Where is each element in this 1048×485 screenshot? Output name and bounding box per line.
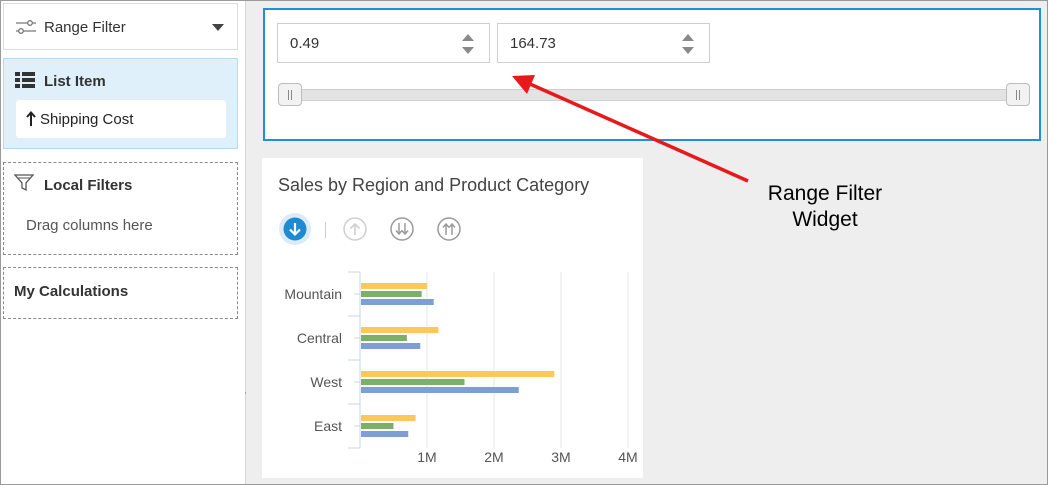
x-tick-label: 1M xyxy=(417,449,436,465)
sort-ascending-icon xyxy=(343,217,367,241)
annotation-label: Range Filter Widget xyxy=(750,181,900,233)
bar xyxy=(361,343,421,349)
category-label: Mountain xyxy=(284,286,342,302)
sort-double-up-button[interactable] xyxy=(433,213,465,245)
sort-double-down-icon xyxy=(390,217,414,241)
bar xyxy=(361,415,416,421)
range-slider-max-handle[interactable] xyxy=(1006,83,1030,106)
x-tick-label: 4M xyxy=(618,449,637,465)
chart-title: Sales by Region and Product Category xyxy=(278,175,590,195)
sort-double-up-icon xyxy=(437,217,461,241)
list-item-section: List Item Shipping Cost xyxy=(3,58,238,149)
local-filters-dropzone[interactable]: Local Filters Drag columns here xyxy=(3,162,238,255)
sliders-icon xyxy=(16,20,36,34)
range-slider-min-handle[interactable] xyxy=(278,83,302,106)
bar xyxy=(361,283,427,289)
sort-ascending-button[interactable] xyxy=(339,213,371,245)
bar xyxy=(361,423,394,429)
range-filter-selector[interactable]: Range Filter xyxy=(3,3,238,50)
range-filter-label: Range Filter xyxy=(44,19,126,36)
range-max-input[interactable]: 164.73 xyxy=(497,23,710,63)
bar xyxy=(361,327,439,333)
sort-double-down-button[interactable] xyxy=(386,213,418,245)
x-tick-label: 2M xyxy=(484,449,503,465)
sort-descending-button[interactable] xyxy=(279,213,311,245)
bar-chart: 1M 2M 3M 4M Mountain Central West East xyxy=(284,271,638,465)
my-calculations-section[interactable]: My Calculations xyxy=(3,267,238,319)
spinner-icon[interactable] xyxy=(681,33,695,55)
arrow-up-icon xyxy=(26,111,36,126)
range-min-value: 0.49 xyxy=(290,35,320,52)
bar xyxy=(361,431,409,437)
shipping-cost-field[interactable]: Shipping Cost xyxy=(16,100,226,138)
bar xyxy=(361,335,407,341)
bar xyxy=(361,299,434,305)
field-label: Shipping Cost xyxy=(40,111,134,128)
annotation-line-2: Widget xyxy=(792,208,858,231)
toolbar-divider xyxy=(325,222,326,238)
bar xyxy=(361,379,465,385)
category-label: East xyxy=(314,418,342,434)
local-filters-label: Local Filters xyxy=(44,177,133,194)
range-filter-widget: 0.49 164.73 xyxy=(263,8,1041,141)
category-label: West xyxy=(310,374,342,390)
annotation-line-1: Range Filter xyxy=(767,182,883,205)
bar-layer xyxy=(361,283,555,437)
spinner-icon[interactable] xyxy=(461,33,475,55)
bar xyxy=(361,387,519,393)
sort-descending-icon xyxy=(283,217,307,241)
data-panel: Range Filter List Item Shipping Cost Loc… xyxy=(0,0,246,485)
bar xyxy=(361,371,555,377)
chart-card: Sales by Region and Product Category xyxy=(262,158,643,478)
range-slider-track[interactable] xyxy=(289,89,1013,101)
category-label: Central xyxy=(297,330,342,346)
range-min-input[interactable]: 0.49 xyxy=(277,23,490,63)
funnel-icon xyxy=(14,174,34,192)
range-max-value: 164.73 xyxy=(510,35,556,52)
axis-layer xyxy=(348,271,361,449)
list-icon xyxy=(15,72,35,88)
bar xyxy=(361,291,422,297)
list-item-label: List Item xyxy=(44,73,106,90)
my-calculations-label: My Calculations xyxy=(14,283,129,300)
chevron-down-icon[interactable] xyxy=(212,24,224,31)
x-tick-label: 3M xyxy=(551,449,570,465)
drag-columns-hint: Drag columns here xyxy=(26,217,153,234)
label-layer: 1M 2M 3M 4M Mountain Central West East xyxy=(284,286,637,465)
